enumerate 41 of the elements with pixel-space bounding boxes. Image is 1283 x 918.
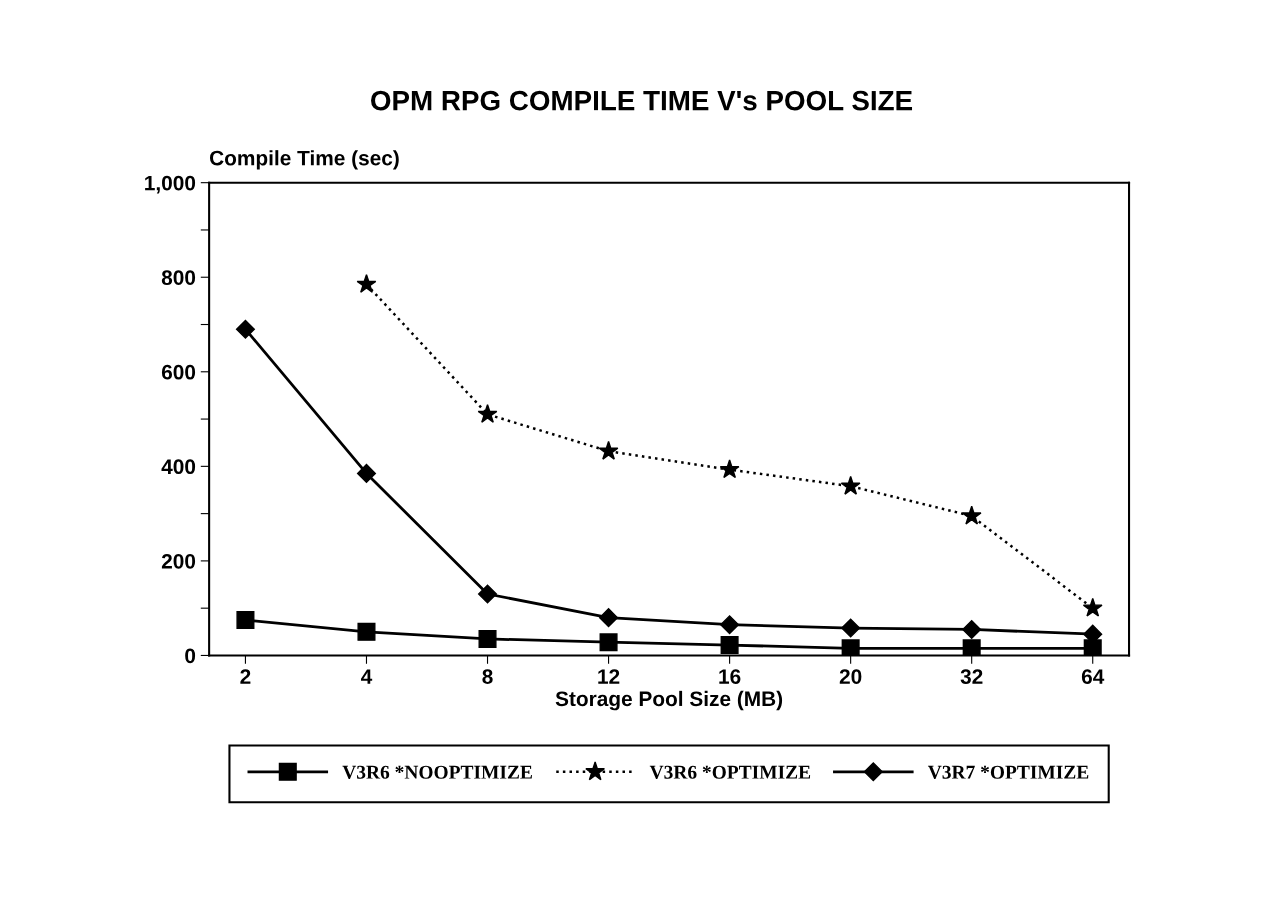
x-tick-label: 20 (839, 669, 862, 684)
point (356, 273, 377, 293)
y-axis-title: Compile Time (sec) (209, 150, 399, 170)
x-tick-label: 32 (960, 669, 983, 684)
y-tick-label: 800 (161, 270, 196, 285)
y-tick-label: 1,000 (145, 175, 196, 194)
point (961, 505, 982, 525)
point (478, 629, 497, 648)
x-tick-label: 4 (361, 669, 373, 684)
point (720, 615, 740, 635)
point (599, 608, 619, 628)
point (598, 440, 619, 460)
x-tick-label: 12 (598, 669, 620, 684)
legend-label: V3R6 *OPTIMIZE (649, 765, 811, 779)
legend-label: V3R7 *OPTIMIZE (927, 765, 1089, 779)
x-axis-title: Storage Pool Size (MB) (555, 690, 783, 711)
legend-label: V3R6 *NOOPTIMIZE (342, 765, 532, 779)
x-tick-label: 8 (482, 669, 493, 684)
point (357, 622, 376, 641)
x-tick-label: 16 (719, 669, 741, 684)
point (962, 619, 982, 639)
point (236, 610, 255, 630)
x-tick-label: 2 (240, 669, 251, 684)
point (719, 459, 740, 479)
y-tick-label: 600 (161, 364, 196, 380)
point (235, 319, 255, 339)
point (841, 618, 861, 638)
point (599, 633, 618, 652)
point (840, 475, 861, 495)
point (1082, 597, 1103, 617)
y-tick-label: 0 (185, 648, 196, 664)
y-tick-label: 200 (161, 553, 196, 569)
chart-title: OPM RPG COMPILE TIME V's POOL SIZE (371, 90, 913, 111)
point (477, 403, 498, 423)
point (720, 636, 739, 655)
x-tick-label: 64 (1081, 669, 1105, 684)
point (841, 639, 860, 656)
y-tick-label: 400 (161, 459, 196, 475)
point (356, 463, 377, 483)
point (477, 584, 498, 604)
point (962, 639, 981, 656)
